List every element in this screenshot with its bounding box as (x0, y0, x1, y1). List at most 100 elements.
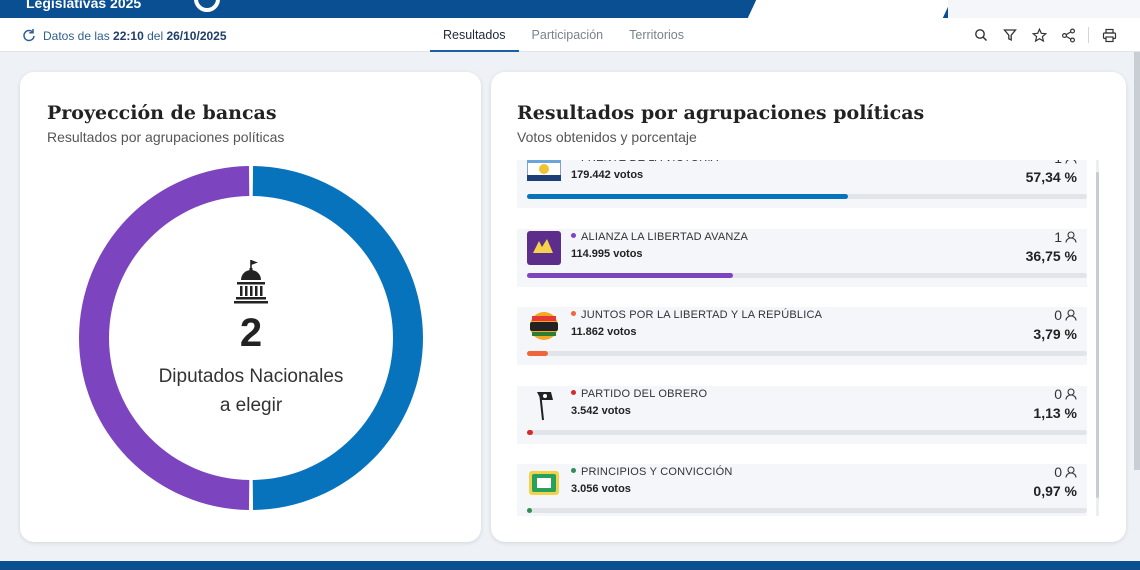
party-logo-icon (527, 230, 561, 265)
toolbar (972, 26, 1118, 44)
party-progress-fill (527, 194, 849, 199)
party-name-text: JUNTOS POR LA LIBERTAD Y LA REPÚBLICA (581, 309, 823, 321)
party-progress-fill (527, 351, 549, 356)
star-icon[interactable] (1030, 26, 1048, 44)
party-logo-icon (527, 160, 561, 185)
party-percentage: 36,75 % (1025, 247, 1077, 264)
party-seats-count: 0 (1054, 464, 1062, 480)
party-list[interactable]: FRENTE DE LA VICTORIA 179.442 votos 1 57,34… (517, 160, 1097, 516)
party-name: JUNTOS POR LA LIBERTAD Y LA REPÚBLICA (571, 309, 822, 321)
header-tab[interactable] (747, 0, 952, 18)
tab-participacion[interactable]: Participación (531, 28, 604, 42)
party-row[interactable]: JUNTOS POR LA LIBERTAD Y LA REPÚBLICA 11.… (517, 307, 1087, 365)
party-row[interactable]: PARTIDO DEL OBRERO 3.542 votos 0 1,13 % (517, 385, 1087, 444)
donut-segment[interactable] (252, 166, 423, 510)
party-row[interactable]: FRENTE DE LA VICTORIA 179.442 votos 1 57,34… (517, 160, 1087, 208)
share-icon[interactable] (1059, 26, 1077, 44)
party-seats: 0 (1054, 464, 1077, 480)
print-icon[interactable] (1100, 26, 1118, 44)
app-header: Legislativas 2025 (0, 0, 1140, 18)
party-name: PRINCIPIOS Y CONVICCIÓN (571, 466, 733, 478)
person-icon (1065, 387, 1077, 400)
party-logo-icon (527, 310, 561, 342)
party-percentage: 1,13 % (1033, 404, 1077, 421)
party-seats-count: 0 (1054, 307, 1062, 323)
party-progress-bar (527, 194, 1087, 199)
party-votes: 3.056 votos (571, 483, 631, 495)
seats-label-line1: Diputados Nacionales (158, 366, 344, 387)
party-name-text: ALIANZA LA LIBERTAD AVANZA (581, 230, 749, 243)
party-seats-count: 0 (1054, 385, 1062, 402)
person-icon (1065, 230, 1077, 243)
party-row[interactable]: PRINCIPIOS Y CONVICCIÓN 3.056 votos 0 0,97 … (517, 464, 1087, 516)
party-percentage: 0,97 % (1033, 483, 1077, 499)
party-progress-bar (527, 508, 1087, 513)
party-progress-fill (527, 508, 533, 513)
sub-navigation: Datos de las 22:10 del 26/10/2025 Result… (0, 18, 1140, 52)
seat-donut-chart[interactable] (79, 166, 423, 510)
footer-strip (0, 561, 1140, 570)
party-progress-bar (527, 272, 1087, 278)
filter-icon[interactable] (1001, 26, 1019, 44)
logo-icon (194, 0, 220, 12)
seat-projection-title: Proyección de bancas (47, 102, 277, 124)
header-tab-right[interactable] (948, 0, 1140, 18)
data-timestamp: Datos de las 22:10 del 26/10/2025 (43, 29, 227, 43)
party-logo-icon (527, 467, 561, 499)
tab-territorios[interactable]: Territorios (629, 28, 684, 42)
party-name-text: FRENTE DE LA VICTORIA (581, 160, 718, 164)
person-icon (1065, 466, 1077, 478)
search-icon[interactable] (972, 26, 990, 44)
seats-label: Diputados Nacionales a elegir (141, 362, 361, 420)
datos-prefix: Datos de las (43, 29, 110, 43)
total-seats: 2 (239, 311, 263, 355)
party-progress-bar (527, 429, 1087, 435)
seats-label-line2: a elegir (219, 395, 283, 416)
party-progress-fill (527, 272, 733, 278)
party-progress-bar (527, 351, 1087, 356)
seat-projection-card: Proyección de bancas Resultados por agru… (20, 72, 481, 542)
party-votes: 179.442 votos (571, 169, 644, 181)
page-scrollbar[interactable] (1134, 52, 1140, 470)
list-scrollbar[interactable] (1096, 172, 1099, 498)
party-results-card: Resultados por agrupaciones políticas Vo… (491, 72, 1126, 542)
party-dot-icon (571, 389, 576, 395)
tab-bar: Resultados Participación Territorios (430, 18, 697, 52)
party-name-text: PARTIDO DEL OBRERO (581, 387, 708, 400)
party-percentage: 3,79 % (1033, 326, 1077, 342)
party-votes: 11.862 votos (571, 326, 637, 338)
donut-center: 2 Diputados Nacionales a elegir (79, 166, 423, 510)
party-votes: 114.995 votos (571, 247, 643, 260)
tab-resultados[interactable]: Resultados (430, 18, 519, 52)
refresh-icon[interactable] (22, 28, 36, 42)
party-name: ALIANZA LA LIBERTAD AVANZA (571, 231, 748, 243)
party-name-text: PRINCIPIOS Y CONVICCIÓN (581, 466, 733, 478)
app-title: Legislativas 2025 (26, 0, 142, 11)
party-results-title: Resultados por agrupaciones políticas (517, 102, 925, 124)
party-dot-icon (571, 311, 576, 316)
person-icon (1065, 309, 1077, 321)
party-progress-fill (527, 429, 534, 435)
donut-segment[interactable] (79, 166, 250, 510)
party-dot-icon (571, 232, 576, 238)
person-icon (1065, 160, 1077, 164)
toolbar-divider (1088, 27, 1089, 43)
party-row[interactable]: ALIANZA LA LIBERTAD AVANZA 114.995 votos 1… (517, 228, 1087, 287)
party-percentage: 57,34 % (1025, 169, 1077, 185)
party-dot-icon (571, 468, 576, 473)
congress-icon (234, 260, 268, 304)
party-name: FRENTE DE LA VICTORIA (571, 160, 718, 164)
datos-del: del (147, 29, 164, 43)
party-logo-icon (527, 389, 561, 421)
datos-time: 22:10 (113, 29, 144, 43)
party-seats-count: 1 (1054, 160, 1062, 166)
party-seats: 1 (1054, 229, 1077, 245)
party-results-subtitle: Votos obtenidos y porcentaje (517, 129, 697, 145)
party-votes: 3.542 votos (571, 404, 631, 417)
datos-date: 26/10/2025 (166, 29, 227, 43)
party-seats: 0 (1054, 386, 1077, 402)
party-name: PARTIDO DEL OBRERO (571, 388, 707, 400)
party-seats: 0 (1054, 307, 1077, 323)
party-seats-count: 1 (1054, 228, 1062, 245)
seat-projection-subtitle: Resultados por agrupaciones políticas (47, 129, 285, 145)
